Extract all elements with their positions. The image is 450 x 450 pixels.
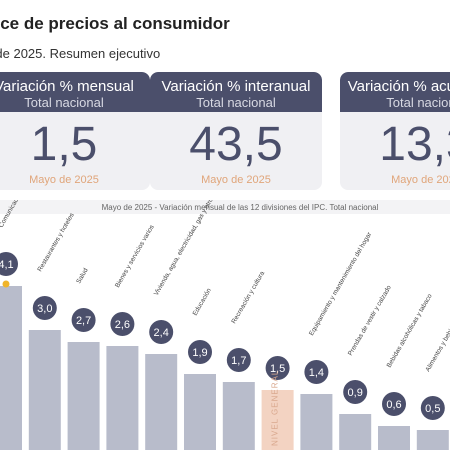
value-label: 0,5 [425, 403, 440, 415]
category-label: Recreación y cultura [230, 270, 266, 325]
value-label: 1,9 [192, 347, 207, 359]
kpi-card: Variación % interanual Total nacional 43,5… [150, 72, 322, 190]
value-badge [226, 348, 251, 372]
value-badge [71, 308, 96, 332]
kpi-header: Variación % interanual Total nacional [150, 72, 322, 112]
chart: Mayo de 2025 - Variación mensual de las … [0, 200, 450, 450]
bar [339, 414, 372, 450]
bar [67, 342, 100, 450]
kpi-value: 13,3 [379, 118, 450, 171]
bar [222, 382, 255, 450]
kpi-card: Variación % mensual Total nacional 1,5 Mayo… [0, 72, 150, 190]
kpi-value: 1,5 [30, 118, 98, 171]
chart-subtitle-band [0, 200, 450, 214]
category-label: NIVEL GENERAL [271, 370, 280, 446]
bar [145, 354, 178, 450]
page-subtitle: Mayo de 2025. Resumen ejecutivo [0, 46, 161, 61]
value-badge [149, 320, 174, 344]
value-badge [188, 340, 212, 364]
value-badge [32, 296, 57, 320]
kpi-period: Mayo de 2025 [201, 174, 271, 186]
kpi-header: Variación % acumuladaTotal nacional [340, 72, 450, 112]
category-label: Bienes y servicios varios [114, 223, 156, 289]
value-badge [343, 380, 368, 404]
value-badge [420, 396, 445, 420]
kpi-value: 43,5 [189, 118, 283, 171]
category-label: Educación [192, 287, 213, 317]
bar [300, 394, 333, 450]
marker-dot [2, 280, 10, 288]
kpi-scope: Total nacional [196, 95, 276, 110]
kpi-header: Variación % mensual Total nacional [0, 72, 150, 112]
category-label: Bebidas alcohólicas y tabaco [386, 293, 434, 369]
value-label: 2,4 [154, 327, 169, 339]
kpi-title: Variación % mensual [0, 78, 134, 95]
category-label: Vivienda, agua, electricidad, gas y otro… [153, 200, 237, 297]
kpi-title: Variación % interanual [161, 78, 311, 95]
bar [378, 426, 410, 450]
value-badge [304, 360, 329, 384]
value-badge [382, 392, 406, 416]
bar [28, 330, 61, 450]
bar [261, 390, 294, 450]
value-label: 0,9 [348, 387, 363, 399]
value-badge [265, 356, 290, 380]
category-label: Prendas de vestir y calzado [347, 284, 393, 357]
value-label: 2,6 [115, 319, 130, 331]
category-label: Equipamiento y mantenimiento del hogar [308, 230, 374, 337]
chart-subtitle: Mayo de 2025 - Variación mensual de las … [102, 203, 379, 212]
category-label: Salud [75, 267, 90, 285]
value-label: 1,5 [270, 363, 285, 375]
value-label: 1,4 [309, 367, 324, 379]
value-label: 3,0 [37, 303, 52, 315]
value-badge [110, 312, 135, 336]
bar [0, 286, 22, 450]
kpi-scope: Total nacional [24, 95, 104, 110]
bar [106, 346, 139, 450]
bar [184, 374, 216, 450]
kpi-card: Variación % acumuladaTotal nacional 13,3 M… [340, 72, 450, 190]
kpi-title: Variación % acumulada [347, 78, 450, 95]
bar [416, 430, 449, 450]
value-badge [0, 252, 18, 276]
kpi-period: Mayo de 2025 [29, 174, 99, 186]
kpi-period: Mayo de 2025 [391, 174, 450, 186]
value-label: 4,1 [0, 259, 14, 271]
value-label: 1,7 [231, 355, 246, 367]
kpi-scope: Total nacional [386, 95, 450, 110]
value-label: 2,7 [76, 315, 91, 327]
value-label: 0,6 [386, 399, 401, 411]
page-title: Índice de precios al consumidor [0, 14, 230, 33]
category-label: Restaurantes y hoteles [36, 211, 76, 273]
